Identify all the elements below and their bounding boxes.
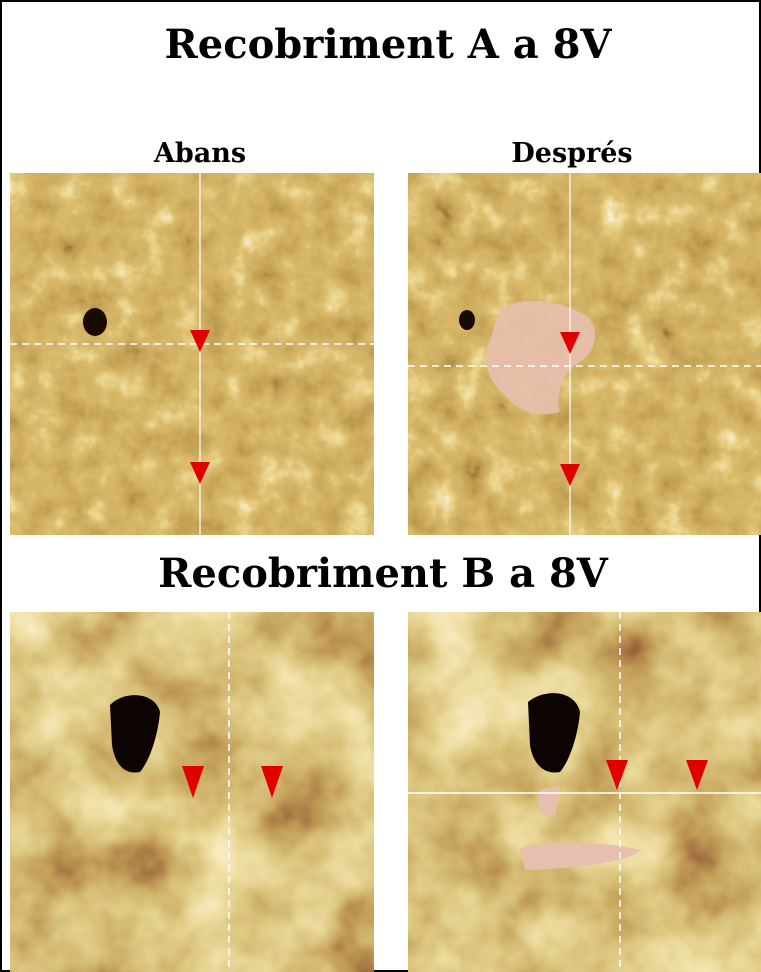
label-before: Abans — [153, 138, 246, 169]
afm-texture — [10, 173, 374, 535]
figure: Recobriment A a 8V Abans Després Recobri… — [0, 0, 761, 972]
title-b: Recobriment B a 8V — [158, 550, 609, 597]
page: Recobriment html, body { margin: 0; padd… — [0, 0, 761, 972]
body: {"title_a": "Recobriment A a 8V", "label… — [0, 0, 761, 972]
afm-image — [10, 173, 374, 535]
afm-image — [408, 612, 761, 972]
afm-texture — [408, 612, 761, 972]
title-a: Recobriment A a 8V — [165, 21, 613, 68]
defect — [459, 310, 475, 330]
afm-image — [408, 173, 761, 535]
afm-image — [10, 612, 374, 972]
label-after: Després — [511, 138, 632, 169]
defect — [83, 308, 107, 336]
